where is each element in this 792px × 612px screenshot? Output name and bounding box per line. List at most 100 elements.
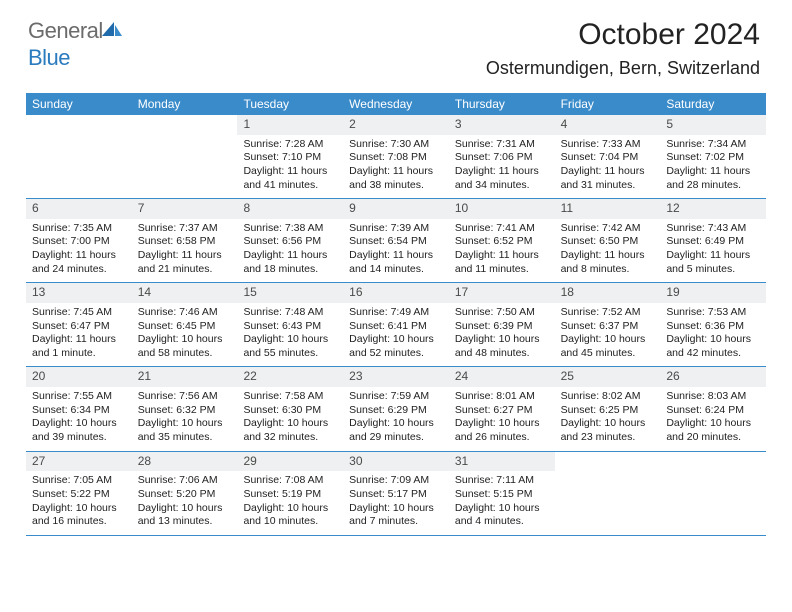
sunset-line: Sunset: 6:36 PM <box>660 320 766 334</box>
sunrise-line: Sunrise: 7:42 AM <box>555 222 661 236</box>
day-number: 17 <box>449 283 555 303</box>
daylight-line: Daylight: 10 hours and 55 minutes. <box>237 333 343 360</box>
sunset-line: Sunset: 7:10 PM <box>237 151 343 165</box>
logo-text: GeneralBlue <box>28 18 123 71</box>
day-cell: 24Sunrise: 8:01 AMSunset: 6:27 PMDayligh… <box>449 367 555 450</box>
day-number: 9 <box>343 199 449 219</box>
sunrise-line: Sunrise: 7:38 AM <box>237 222 343 236</box>
sunset-line: Sunset: 7:08 PM <box>343 151 449 165</box>
day-number: 19 <box>660 283 766 303</box>
daylight-line: Daylight: 10 hours and 39 minutes. <box>26 417 132 444</box>
daylight-line: Daylight: 10 hours and 35 minutes. <box>132 417 238 444</box>
sunrise-line: Sunrise: 7:48 AM <box>237 306 343 320</box>
logo-part2: Blue <box>28 45 70 70</box>
daylight-line: Daylight: 10 hours and 13 minutes. <box>132 502 238 529</box>
sunset-line: Sunset: 6:24 PM <box>660 404 766 418</box>
day-header: Sunday <box>26 93 132 115</box>
daylight-line: Daylight: 11 hours and 1 minute. <box>26 333 132 360</box>
week-row: 6Sunrise: 7:35 AMSunset: 7:00 PMDaylight… <box>26 199 766 283</box>
daylight-line: Daylight: 10 hours and 45 minutes. <box>555 333 661 360</box>
sunset-line: Sunset: 6:54 PM <box>343 235 449 249</box>
daylight-line: Daylight: 10 hours and 29 minutes. <box>343 417 449 444</box>
sunset-line: Sunset: 6:30 PM <box>237 404 343 418</box>
day-cell: 14Sunrise: 7:46 AMSunset: 6:45 PMDayligh… <box>132 283 238 366</box>
day-number: 11 <box>555 199 661 219</box>
sunset-line: Sunset: 5:17 PM <box>343 488 449 502</box>
day-cell: 19Sunrise: 7:53 AMSunset: 6:36 PMDayligh… <box>660 283 766 366</box>
daylight-line: Daylight: 11 hours and 14 minutes. <box>343 249 449 276</box>
daylight-line: Daylight: 11 hours and 41 minutes. <box>237 165 343 192</box>
day-number: 4 <box>555 115 661 135</box>
day-cell: 7Sunrise: 7:37 AMSunset: 6:58 PMDaylight… <box>132 199 238 282</box>
day-cell: 27Sunrise: 7:05 AMSunset: 5:22 PMDayligh… <box>26 452 132 535</box>
day-number: 6 <box>26 199 132 219</box>
sunrise-line: Sunrise: 7:43 AM <box>660 222 766 236</box>
day-cell: 16Sunrise: 7:49 AMSunset: 6:41 PMDayligh… <box>343 283 449 366</box>
sunrise-line: Sunrise: 7:28 AM <box>237 138 343 152</box>
sunrise-line: Sunrise: 7:06 AM <box>132 474 238 488</box>
day-cell: 30Sunrise: 7:09 AMSunset: 5:17 PMDayligh… <box>343 452 449 535</box>
sunset-line: Sunset: 5:20 PM <box>132 488 238 502</box>
daylight-line: Daylight: 10 hours and 26 minutes. <box>449 417 555 444</box>
empty-cell: . <box>555 452 661 535</box>
day-number: 24 <box>449 367 555 387</box>
daylight-line: Daylight: 10 hours and 23 minutes. <box>555 417 661 444</box>
day-cell: 8Sunrise: 7:38 AMSunset: 6:56 PMDaylight… <box>237 199 343 282</box>
sunrise-line: Sunrise: 7:41 AM <box>449 222 555 236</box>
sunrise-line: Sunrise: 8:03 AM <box>660 390 766 404</box>
sunset-line: Sunset: 6:58 PM <box>132 235 238 249</box>
sunset-line: Sunset: 6:41 PM <box>343 320 449 334</box>
day-header: Monday <box>132 93 238 115</box>
day-number: 3 <box>449 115 555 135</box>
sunset-line: Sunset: 7:02 PM <box>660 151 766 165</box>
day-number: 5 <box>660 115 766 135</box>
day-header: Thursday <box>449 93 555 115</box>
daylight-line: Daylight: 11 hours and 34 minutes. <box>449 165 555 192</box>
daylight-line: Daylight: 11 hours and 18 minutes. <box>237 249 343 276</box>
empty-cell: . <box>26 115 132 198</box>
sunset-line: Sunset: 6:29 PM <box>343 404 449 418</box>
day-number: 20 <box>26 367 132 387</box>
sunset-line: Sunset: 6:27 PM <box>449 404 555 418</box>
day-cell: 21Sunrise: 7:56 AMSunset: 6:32 PMDayligh… <box>132 367 238 450</box>
sunset-line: Sunset: 6:32 PM <box>132 404 238 418</box>
sunrise-line: Sunrise: 7:50 AM <box>449 306 555 320</box>
day-header: Saturday <box>660 93 766 115</box>
day-number: 15 <box>237 283 343 303</box>
day-number: 28 <box>132 452 238 472</box>
day-number: 25 <box>555 367 661 387</box>
sunset-line: Sunset: 6:34 PM <box>26 404 132 418</box>
day-cell: 2Sunrise: 7:30 AMSunset: 7:08 PMDaylight… <box>343 115 449 198</box>
day-cell: 5Sunrise: 7:34 AMSunset: 7:02 PMDaylight… <box>660 115 766 198</box>
sunset-line: Sunset: 6:52 PM <box>449 235 555 249</box>
daylight-line: Daylight: 11 hours and 11 minutes. <box>449 249 555 276</box>
day-number: 29 <box>237 452 343 472</box>
sunrise-line: Sunrise: 7:53 AM <box>660 306 766 320</box>
day-number: 16 <box>343 283 449 303</box>
weeks-container: ..1Sunrise: 7:28 AMSunset: 7:10 PMDaylig… <box>26 115 766 536</box>
daylight-line: Daylight: 10 hours and 10 minutes. <box>237 502 343 529</box>
day-cell: 22Sunrise: 7:58 AMSunset: 6:30 PMDayligh… <box>237 367 343 450</box>
day-number: 14 <box>132 283 238 303</box>
week-row: 13Sunrise: 7:45 AMSunset: 6:47 PMDayligh… <box>26 283 766 367</box>
day-cell: 25Sunrise: 8:02 AMSunset: 6:25 PMDayligh… <box>555 367 661 450</box>
sunset-line: Sunset: 7:06 PM <box>449 151 555 165</box>
day-header: Wednesday <box>343 93 449 115</box>
daylight-line: Daylight: 10 hours and 16 minutes. <box>26 502 132 529</box>
day-cell: 28 Sunrise: 7:06 AMSunset: 5:20 PMDayligh… <box>132 452 238 535</box>
daylight-line: Daylight: 11 hours and 8 minutes. <box>555 249 661 276</box>
sunrise-line: Sunrise: 7:11 AM <box>449 474 555 488</box>
logo: GeneralBlue <box>28 18 123 71</box>
sunrise-line: Sunrise: 7:33 AM <box>555 138 661 152</box>
week-row: 20Sunrise: 7:55 AMSunset: 6:34 PMDayligh… <box>26 367 766 451</box>
daylight-line: Daylight: 11 hours and 24 minutes. <box>26 249 132 276</box>
day-cell: 11Sunrise: 7:42 AMSunset: 6:50 PMDayligh… <box>555 199 661 282</box>
day-cell: 6Sunrise: 7:35 AMSunset: 7:00 PMDaylight… <box>26 199 132 282</box>
sunrise-line: Sunrise: 7:49 AM <box>343 306 449 320</box>
day-number: 22 <box>237 367 343 387</box>
sunrise-line: Sunrise: 7:05 AM <box>26 474 132 488</box>
calendar: SundayMondayTuesdayWednesdayThursdayFrid… <box>26 93 766 536</box>
daylight-line: Daylight: 10 hours and 58 minutes. <box>132 333 238 360</box>
sunset-line: Sunset: 6:49 PM <box>660 235 766 249</box>
sunrise-line: Sunrise: 7:52 AM <box>555 306 661 320</box>
